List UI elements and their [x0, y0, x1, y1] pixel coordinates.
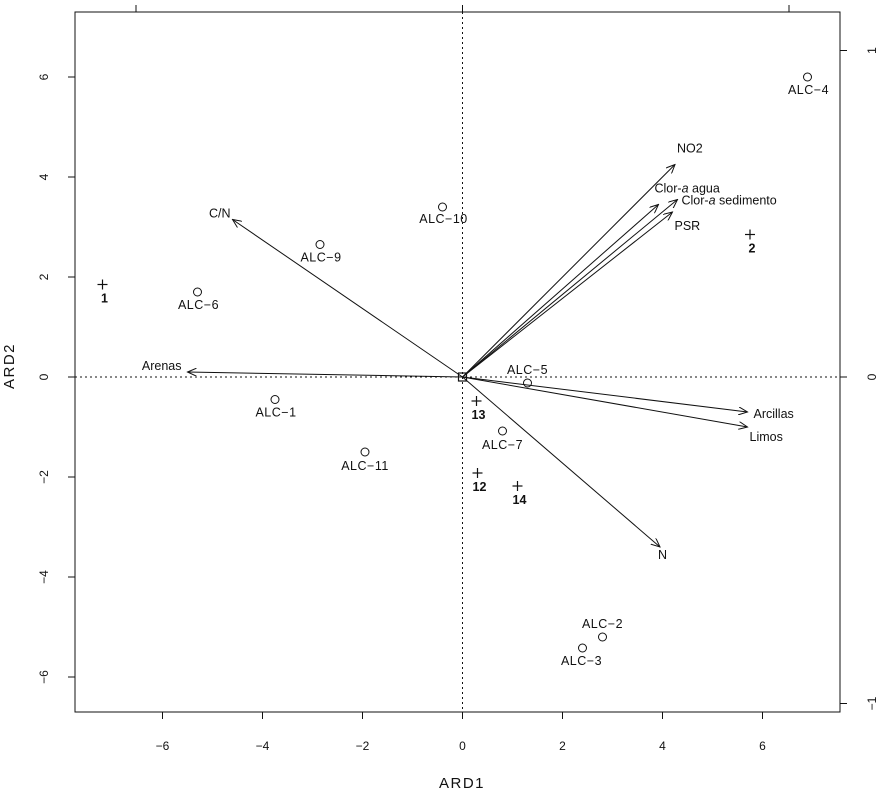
x-axis-title: ARD1 [439, 775, 485, 789]
object-point [512, 481, 523, 491]
x-axis: −6 −4 −2 0 2 4 6 [156, 711, 766, 753]
top-axis-ticks [135, 5, 790, 12]
secondary-y-tick-label: −1 [865, 696, 878, 710]
arrow-label: N [658, 548, 667, 562]
secondary-y-tick-label: 0 [865, 373, 878, 380]
arrow-n [462, 376, 661, 547]
site-label: ALC−9 [300, 251, 341, 265]
arrow-psr [462, 212, 673, 378]
arrow-label: NO2 [677, 142, 703, 156]
site-label: ALC−5 [507, 363, 548, 377]
secondary-y-axis: 1 0 −1 [839, 47, 878, 710]
arrow-limos [462, 376, 748, 427]
y-tick-label: 4 [37, 173, 51, 180]
arrow-clor-a-agua [462, 205, 659, 378]
y-tick-label: −6 [37, 670, 51, 684]
y-tick-label: 2 [37, 273, 51, 280]
site-label: ALC−11 [341, 459, 389, 473]
x-tick-label: 6 [759, 739, 766, 753]
site-point [193, 287, 202, 297]
site-point [523, 378, 532, 388]
site-point [803, 72, 812, 82]
x-tick-label: 4 [659, 739, 666, 753]
site-point [438, 202, 447, 212]
origin-marker [457, 372, 468, 382]
object-label: 14 [513, 493, 527, 507]
arrow-label: Limos [750, 430, 783, 444]
arrow-label: Clor-a sedimento [682, 194, 777, 208]
site-label: ALC−3 [561, 654, 602, 668]
y-axis: −6 −4 −2 0 2 4 6 [37, 73, 76, 684]
site-points: ALC−4 ALC−10 ALC−9 ALC−6 ALC−5 ALC−1 ALC−7 ALC−… [178, 72, 829, 668]
site-point [598, 632, 607, 642]
site-label: ALC−7 [482, 438, 523, 452]
y-tick-label: 0 [37, 373, 51, 380]
arrow-clor-a-sedimento [462, 200, 678, 378]
y-tick-label: 6 [37, 73, 51, 80]
arrow-arenas [188, 372, 463, 378]
site-point [270, 395, 280, 404]
object-label: 13 [472, 408, 486, 422]
x-tick-label: −2 [356, 739, 370, 753]
arrow-label: Arcillas [754, 407, 794, 421]
arrow-c-n [233, 220, 463, 378]
site-point [360, 447, 370, 457]
site-point [578, 643, 587, 653]
arrow-arcillas [462, 376, 748, 412]
x-tick-label: 2 [559, 739, 566, 753]
object-label: 2 [749, 242, 756, 256]
site-point [498, 426, 507, 436]
y-tick-label: −2 [37, 470, 51, 484]
object-point [472, 468, 483, 478]
x-tick-label: 0 [459, 739, 466, 753]
site-label: ALC−2 [582, 617, 623, 631]
site-label: ALC−1 [255, 406, 296, 420]
object-label: 1 [101, 292, 108, 306]
arrow-label: PSR [675, 219, 701, 233]
arrow-label: C/N [209, 207, 231, 221]
arrow-no2 [462, 165, 676, 378]
arrow-label: Arenas [142, 359, 182, 373]
object-point [97, 279, 108, 290]
secondary-y-tick-label: 1 [865, 47, 878, 54]
object-label: 12 [473, 480, 487, 494]
x-tick-label: −4 [256, 739, 270, 753]
site-label: ALC−6 [178, 298, 219, 312]
reference-lines [75, 12, 840, 712]
x-tick-label: −6 [156, 739, 170, 753]
y-tick-label: −4 [37, 570, 51, 584]
plot-frame [74, 11, 841, 713]
site-point [315, 240, 325, 249]
y-axis-title: ARD2 [1, 343, 18, 389]
object-point [745, 229, 755, 240]
object-point [471, 396, 482, 406]
arrow-label: Clor-a agua [655, 182, 720, 196]
site-label: ALC−4 [788, 83, 829, 97]
site-label: ALC−10 [419, 212, 468, 226]
